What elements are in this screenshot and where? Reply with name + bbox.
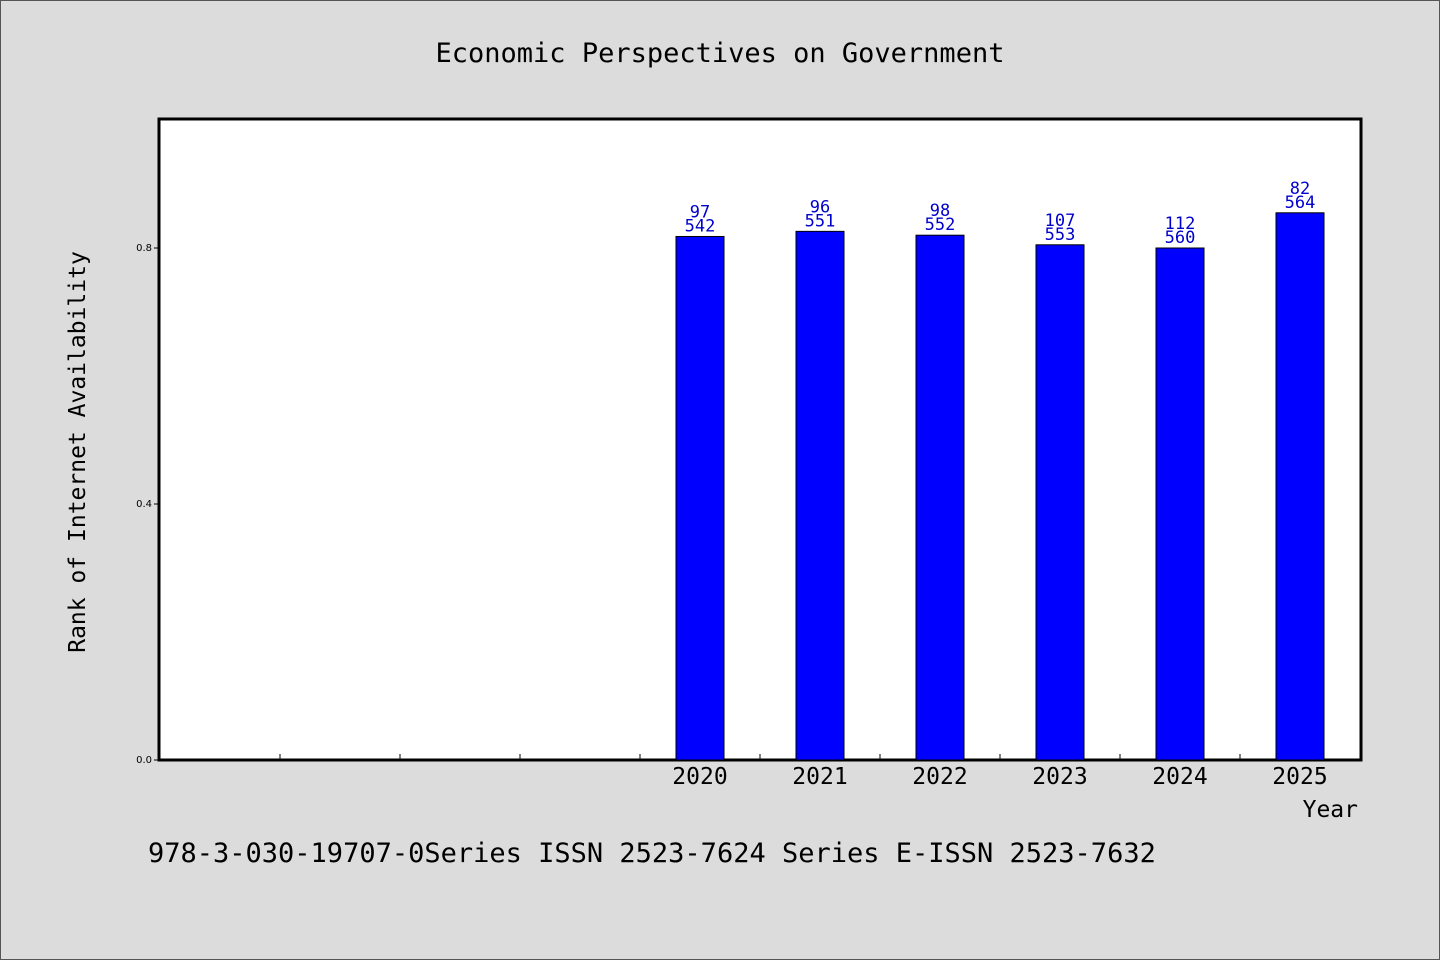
data-label-bottom: 560 (1165, 228, 1196, 248)
x-tick-label: 2023 (1032, 764, 1087, 790)
data-label-top: 82 (1290, 179, 1310, 199)
x-axis: 2020 2021 2022 2023 2024 2025 (279, 754, 1328, 790)
data-label-top: 112 (1165, 214, 1196, 234)
bar-2022 (915, 234, 965, 761)
bar-2023 (1035, 244, 1085, 761)
data-label-bottom: 542 (685, 216, 716, 236)
data-label-bottom: 553 (1045, 225, 1076, 245)
data-label-top: 107 (1045, 211, 1076, 231)
data-label-top: 96 (810, 197, 830, 217)
y-axis: 0.0 0.4 0.8 (136, 243, 160, 766)
x-tick-label: 2025 (1272, 764, 1327, 790)
x-axis-label: Year (1303, 797, 1358, 823)
x-tick-label: 2022 (912, 764, 967, 790)
x-tick-label: 2020 (672, 764, 727, 790)
bar-2021 (795, 230, 845, 761)
data-label-top: 98 (930, 201, 950, 221)
data-label-bottom: 551 (805, 211, 836, 231)
data-label-top: 97 (690, 202, 710, 222)
y-axis-label: Rank of Internet Availability (65, 251, 91, 653)
y-tick-label: 0.8 (136, 243, 152, 254)
bar-2025 (1275, 212, 1325, 761)
x-tick-label: 2024 (1152, 764, 1207, 790)
y-tick-label: 0.0 (136, 755, 152, 766)
data-label-bottom: 552 (925, 215, 956, 235)
bar-2024 (1155, 247, 1205, 761)
footer-isbn-issn: 978-3-030-19707-0Series ISSN 2523-7624 S… (148, 838, 1156, 869)
bar-2020 (675, 235, 725, 761)
x-tick-label: 2021 (792, 764, 847, 790)
y-tick-label: 0.4 (136, 499, 152, 510)
bars (675, 212, 1325, 761)
chart-title: Economic Perspectives on Government (436, 38, 1005, 69)
data-label-bottom: 564 (1285, 193, 1316, 213)
